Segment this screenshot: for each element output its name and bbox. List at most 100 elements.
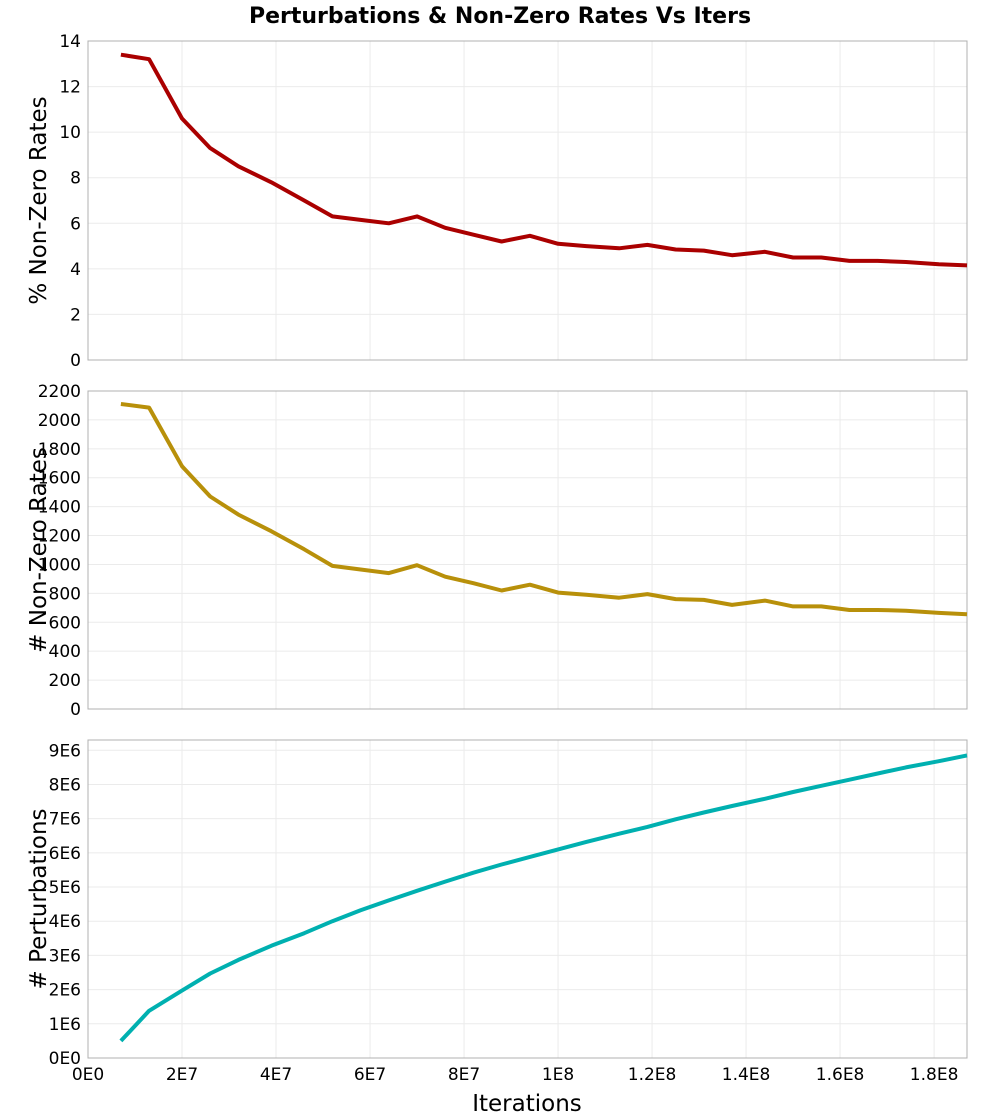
data-point [763,599,767,603]
y-tick-label: 2200 [38,382,81,402]
y-tick-label: 2E6 [49,981,81,1001]
data-point [147,1009,151,1013]
y-tick-label: 6 [70,214,81,234]
data-point [359,218,363,222]
x-tick-label: 6E7 [354,1065,386,1085]
data-point [359,908,363,912]
data-point [415,889,419,893]
data-point [819,604,823,608]
data-point [730,253,734,257]
data-point [302,199,306,203]
data-point [702,811,706,815]
data-point [674,597,678,601]
data-point [500,863,504,867]
y-tick-label: 4 [70,260,81,280]
data-point [208,972,212,976]
data-point [415,214,419,218]
data-point [965,612,969,616]
data-point [730,603,734,607]
series-line-count-nonzero [120,402,968,617]
data-point [471,871,475,875]
data-point [269,529,273,533]
x-axis-label: Iterations [472,1091,582,1117]
data-point [359,568,363,572]
x-tick-label: 1.8E8 [910,1065,959,1085]
data-point [556,847,560,851]
data-point [819,256,823,260]
data-point [904,609,908,613]
data-point [791,604,795,608]
data-point [528,583,532,587]
x-tick-label: 1.4E8 [722,1065,771,1085]
data-point [302,547,306,551]
series-line-perturbations [119,753,968,1043]
y-tick-label: 12 [59,78,81,98]
y-tick-label: 5E6 [49,878,81,898]
y-tick-label: 7E6 [49,810,81,830]
data-point [387,898,391,902]
plot-frame [87,739,968,1059]
data-point [937,262,941,266]
data-point [645,592,649,596]
data-point [904,765,908,769]
data-point [702,249,706,253]
data-point [471,233,475,237]
data-point [584,840,588,844]
data-point [528,855,532,859]
y-axis-label: # Perturbations [26,808,52,989]
data-point [819,784,823,788]
y-tick-label: 1400 [38,498,81,518]
data-point [584,593,588,597]
data-point [119,53,123,57]
data-point [876,608,880,612]
y-axis-label: % Non-Zero Rates [26,96,52,304]
data-point [556,242,560,246]
data-point [330,919,334,923]
data-point [500,589,504,593]
data-point [443,880,447,884]
y-tick-label: 9E6 [49,741,81,761]
y-tick-label: 14 [59,32,81,52]
subplots: 0 2 4 6 8 10 12 14 % Non-Zero Rates 0 200 400 600 800… [26,32,969,1085]
data-point [269,180,273,184]
data-point [904,260,908,264]
data-point [236,958,240,962]
data-point [617,246,621,250]
data-point [208,146,212,150]
data-point [674,817,678,821]
data-point [269,944,273,948]
data-point [876,259,880,263]
y-tick-label: 2 [70,305,81,325]
data-point [848,259,852,263]
y-tick-label: 0 [70,351,81,371]
y-tick-label: 3E6 [49,946,81,966]
data-point [937,611,941,615]
data-point [330,564,334,568]
data-point [937,759,941,763]
subplot-perturbations: 0E0 1E6 2E6 3E6 4E6 5E6 6E6 7E6 8E6 9E6 # Perturba… [26,739,969,1085]
x-tick-label: 2E7 [166,1065,198,1085]
data-point [180,117,184,121]
x-tick-label: 1.6E8 [816,1065,865,1085]
data-point [965,753,969,757]
data-point [528,234,532,238]
y-tick-label: 1800 [38,440,81,460]
data-point [584,244,588,248]
y-tick-label: 8E6 [49,775,81,795]
y-tick-label: 800 [49,584,81,604]
data-point [147,57,151,61]
data-point [302,931,306,935]
data-point [387,221,391,225]
data-point [147,406,151,410]
y-tick-label: 8 [70,169,81,189]
data-point [730,804,734,808]
data-point [180,464,184,468]
plot-frame [87,390,968,710]
data-point [236,164,240,168]
y-axis-label: # Non-Zero Rates [26,447,52,653]
data-point [645,825,649,829]
data-point [617,596,621,600]
data-point [443,226,447,230]
data-point [471,581,475,585]
